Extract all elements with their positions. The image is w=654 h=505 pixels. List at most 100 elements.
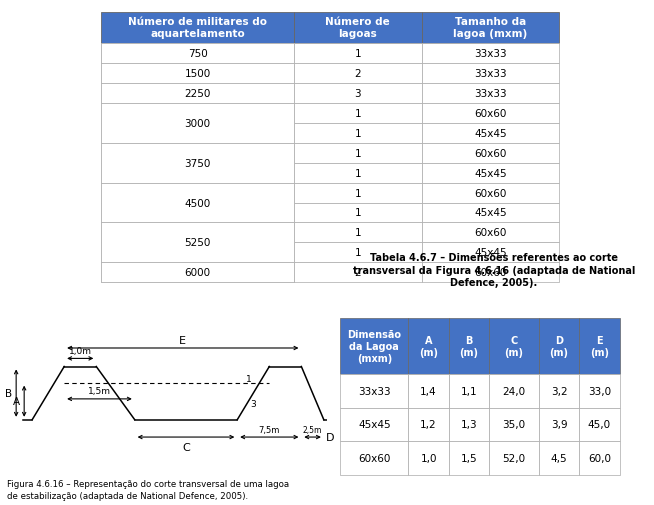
Text: 1: 1 bbox=[246, 374, 251, 383]
Bar bbox=[422, 263, 559, 283]
Text: 45,0: 45,0 bbox=[588, 420, 611, 430]
Text: 1500: 1500 bbox=[184, 69, 211, 79]
Text: A
(m): A (m) bbox=[419, 335, 438, 358]
Bar bbox=[294, 203, 422, 223]
Text: 24,0: 24,0 bbox=[502, 386, 526, 396]
Text: 60x60: 60x60 bbox=[474, 268, 507, 278]
Bar bbox=[449, 408, 489, 441]
Text: 60x60: 60x60 bbox=[358, 453, 390, 463]
Bar bbox=[294, 223, 422, 243]
Text: 3: 3 bbox=[250, 399, 256, 408]
Bar bbox=[408, 408, 449, 441]
Text: 45x45: 45x45 bbox=[474, 208, 507, 218]
Text: 4500: 4500 bbox=[184, 198, 211, 208]
Text: 33,0: 33,0 bbox=[588, 386, 611, 396]
Text: 2,5m: 2,5m bbox=[303, 425, 322, 434]
Bar bbox=[294, 183, 422, 203]
Bar bbox=[539, 441, 579, 475]
Bar bbox=[294, 243, 422, 263]
Bar bbox=[101, 64, 294, 83]
Bar bbox=[101, 243, 294, 263]
Text: 45x45: 45x45 bbox=[358, 420, 390, 430]
Text: Dimensão
da Lagoa
(mxm): Dimensão da Lagoa (mxm) bbox=[347, 329, 402, 363]
Text: 1,0m: 1,0m bbox=[69, 346, 92, 355]
Bar bbox=[579, 441, 620, 475]
Text: Tamanho da
lagoa (mxm): Tamanho da lagoa (mxm) bbox=[453, 17, 528, 39]
Text: 3,9: 3,9 bbox=[551, 420, 568, 430]
Text: B: B bbox=[5, 388, 12, 398]
Text: 750: 750 bbox=[188, 48, 207, 59]
Text: B
(m): B (m) bbox=[460, 335, 479, 358]
Bar bbox=[101, 83, 294, 104]
Text: 33x33: 33x33 bbox=[474, 69, 507, 79]
Text: 2250: 2250 bbox=[184, 88, 211, 98]
Bar bbox=[340, 375, 408, 408]
Text: D
(m): D (m) bbox=[549, 335, 568, 358]
Bar bbox=[294, 123, 422, 143]
Text: 1: 1 bbox=[354, 208, 361, 218]
Text: 1,2: 1,2 bbox=[421, 420, 437, 430]
Bar bbox=[422, 83, 559, 104]
Text: E
(m): E (m) bbox=[590, 335, 609, 358]
Bar bbox=[101, 104, 294, 123]
Text: 45x45: 45x45 bbox=[474, 168, 507, 178]
Text: 1: 1 bbox=[354, 48, 361, 59]
Bar bbox=[539, 375, 579, 408]
Bar bbox=[579, 408, 620, 441]
Text: 7,5m: 7,5m bbox=[258, 425, 280, 434]
Bar bbox=[422, 203, 559, 223]
Text: 35,0: 35,0 bbox=[502, 420, 526, 430]
Text: 1: 1 bbox=[354, 128, 361, 138]
Text: 60x60: 60x60 bbox=[474, 148, 507, 158]
Bar bbox=[101, 183, 294, 203]
Text: 1,5: 1,5 bbox=[460, 453, 477, 463]
Bar bbox=[449, 318, 489, 375]
Text: 45x45: 45x45 bbox=[474, 128, 507, 138]
Text: 1: 1 bbox=[354, 248, 361, 258]
Bar bbox=[101, 163, 294, 183]
Bar bbox=[294, 44, 422, 64]
Bar bbox=[539, 318, 579, 375]
Bar bbox=[101, 123, 294, 143]
Text: 33x33: 33x33 bbox=[474, 88, 507, 98]
Text: 3: 3 bbox=[354, 88, 361, 98]
Bar bbox=[101, 263, 294, 283]
Bar bbox=[422, 163, 559, 183]
Bar bbox=[101, 44, 294, 64]
Text: 1,4: 1,4 bbox=[421, 386, 437, 396]
Text: Número de
lagoas: Número de lagoas bbox=[325, 17, 390, 39]
Bar bbox=[101, 44, 294, 64]
Bar bbox=[539, 408, 579, 441]
Text: 3750: 3750 bbox=[184, 158, 211, 168]
Text: Tabela 4.6.7 – Dimensões referentes ao corte
transversal da Figura 4.6.16 (adapt: Tabela 4.6.7 – Dimensões referentes ao c… bbox=[353, 252, 635, 288]
Text: 1,1: 1,1 bbox=[460, 386, 477, 396]
Bar bbox=[408, 441, 449, 475]
Text: Figura 4.6.16 – Representação do corte transversal de uma lagoa
de estabilização: Figura 4.6.16 – Representação do corte t… bbox=[7, 479, 288, 500]
Bar bbox=[294, 263, 422, 283]
Bar bbox=[449, 375, 489, 408]
Bar bbox=[101, 223, 294, 263]
Bar bbox=[340, 318, 408, 375]
Text: 33x33: 33x33 bbox=[474, 48, 507, 59]
Bar bbox=[422, 183, 559, 203]
Bar bbox=[101, 13, 294, 44]
Bar bbox=[101, 183, 294, 223]
Text: 1: 1 bbox=[354, 188, 361, 198]
Bar bbox=[294, 104, 422, 123]
Bar bbox=[340, 441, 408, 475]
Text: Número de militares do
aquartelamento: Número de militares do aquartelamento bbox=[128, 17, 267, 39]
Bar bbox=[489, 441, 539, 475]
Bar bbox=[422, 223, 559, 243]
Text: 1,3: 1,3 bbox=[460, 420, 477, 430]
Text: 45x45: 45x45 bbox=[474, 248, 507, 258]
Text: C: C bbox=[182, 442, 190, 452]
Bar bbox=[408, 375, 449, 408]
Bar bbox=[101, 203, 294, 223]
Text: 52,0: 52,0 bbox=[502, 453, 526, 463]
Text: C
(m): C (m) bbox=[504, 335, 524, 358]
Bar bbox=[449, 441, 489, 475]
Bar bbox=[489, 375, 539, 408]
Text: 3000: 3000 bbox=[184, 118, 211, 128]
Bar bbox=[101, 143, 294, 163]
Text: D: D bbox=[326, 432, 334, 442]
